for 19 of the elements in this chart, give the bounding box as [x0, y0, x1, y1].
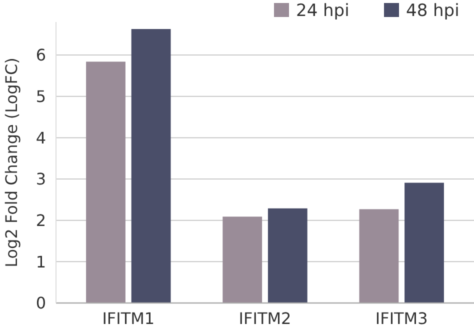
legend-label: 48 hpi — [406, 1, 460, 21]
y-tick-label: 3 — [36, 170, 46, 189]
bar — [86, 62, 126, 303]
y-tick-label: 4 — [36, 128, 46, 148]
y-tick-label: 0 — [36, 294, 46, 313]
y-tick-label: 2 — [36, 210, 46, 230]
bar — [268, 208, 308, 303]
bar — [222, 216, 262, 303]
x-tick-label: IFITM1 — [102, 309, 155, 328]
y-tick-label: 1 — [36, 252, 46, 272]
y-tick-label: 5 — [36, 86, 46, 106]
x-tick-label: IFITM3 — [375, 309, 428, 328]
legend-label: 24 hpi — [296, 1, 350, 21]
x-tick-label: IFITM2 — [238, 309, 292, 328]
bar — [404, 182, 444, 303]
y-axis-title: Log2 Fold Change (LogFC) — [2, 58, 21, 268]
y-tick-label: 6 — [36, 46, 46, 65]
bar — [359, 209, 399, 303]
bar — [131, 29, 171, 303]
